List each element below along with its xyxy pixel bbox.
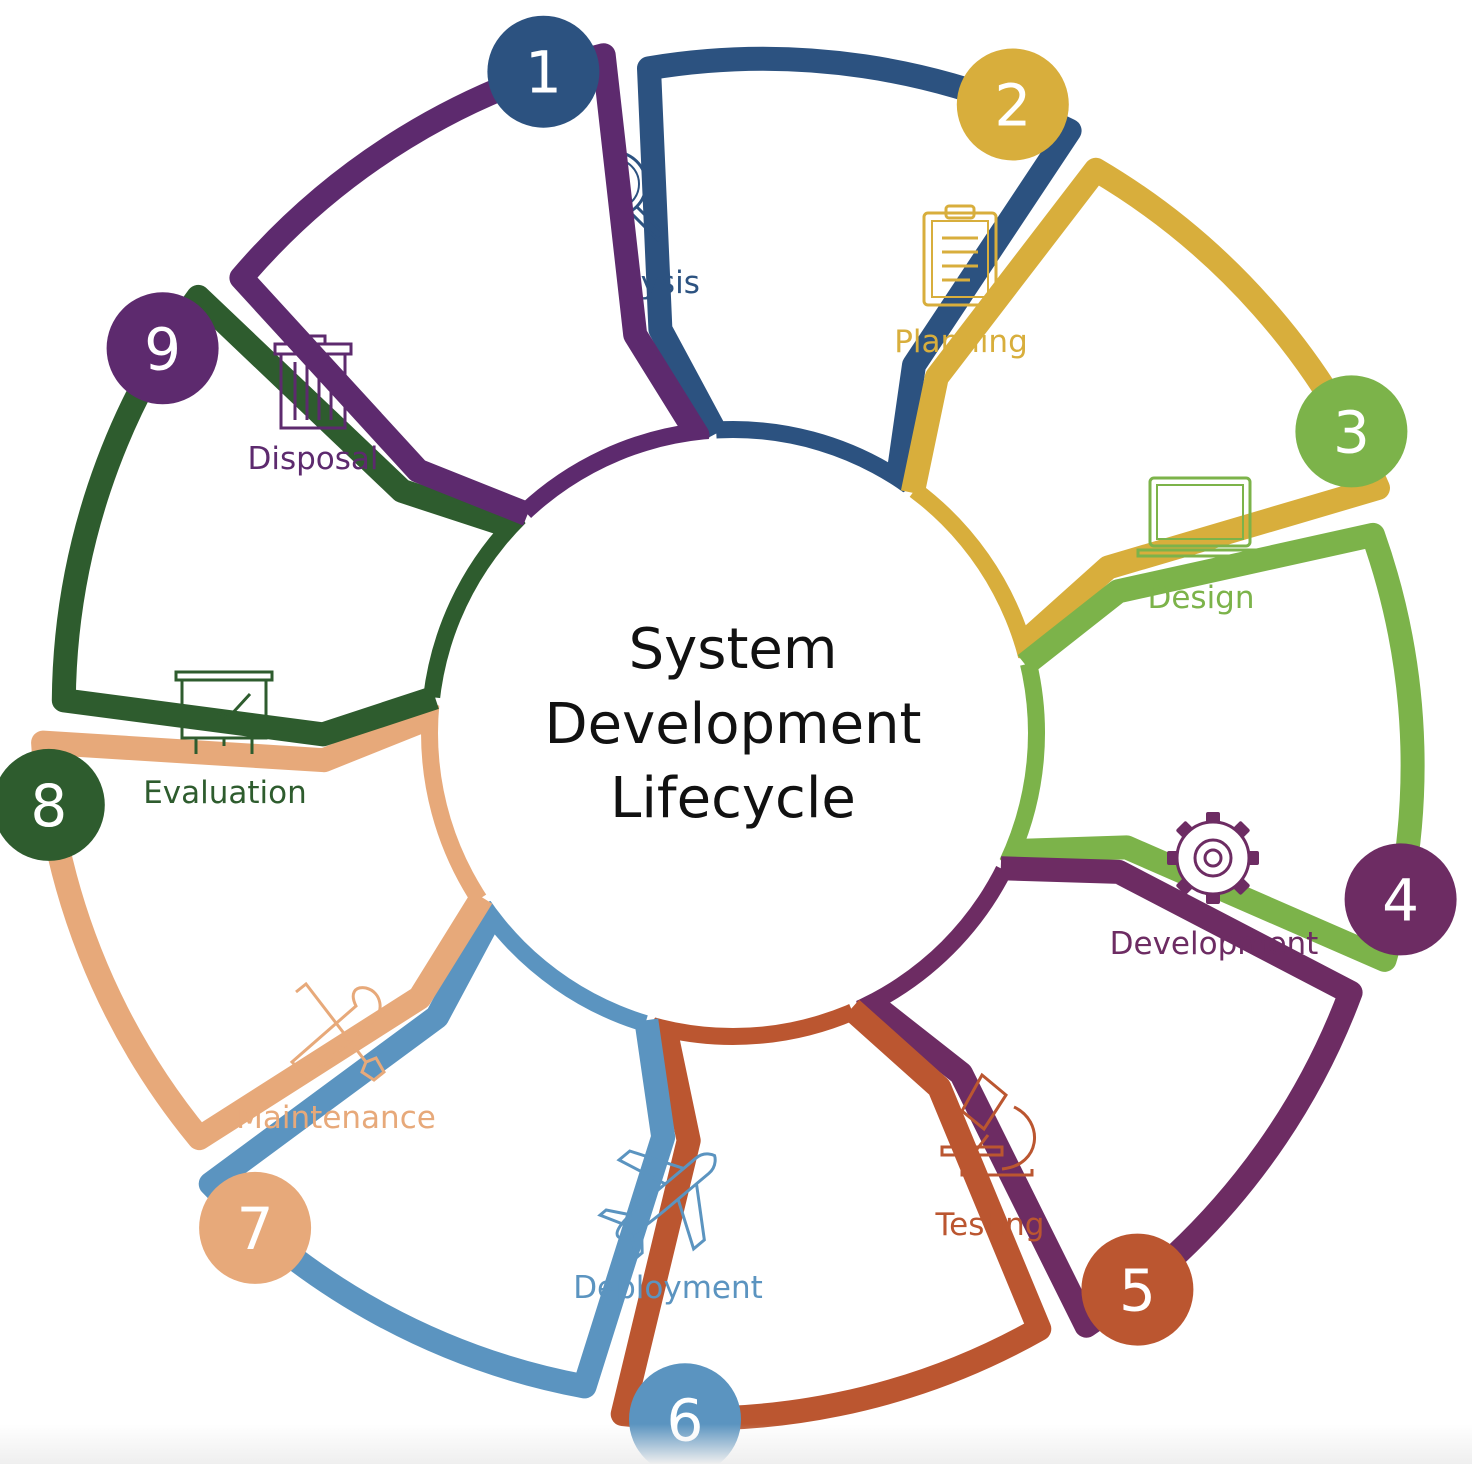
stage-number-3: 3 (1333, 398, 1370, 466)
stage-label-deployment: Deployment (573, 1270, 763, 1306)
laptop-icon (1136, 476, 1264, 558)
center-title-line-1: System (629, 617, 838, 682)
stage-label-disposal: Disposal (247, 441, 378, 477)
stage-badge-4 (1344, 843, 1457, 956)
stage-badge-5 (1081, 1233, 1194, 1346)
stage-number-2: 2 (994, 72, 1031, 140)
stage-number-8: 8 (30, 772, 67, 840)
center-hub: System Development Lifecycle (438, 438, 1028, 1028)
trash-icon (273, 334, 353, 430)
stage-badge-9 (106, 292, 219, 405)
gear-icon (1167, 812, 1259, 904)
center-circle (438, 438, 1028, 1028)
clipboard-icon (922, 204, 998, 307)
stage-number-1: 1 (525, 39, 562, 107)
stage-number-7: 7 (237, 1195, 274, 1263)
stage-badge-8 (0, 748, 105, 861)
airplane-icon (597, 1149, 717, 1261)
stage-number-4: 4 (1382, 866, 1419, 934)
bottom-fade (0, 1424, 1472, 1464)
stage-number-9: 9 (144, 315, 181, 383)
stage-badge-1 (487, 15, 600, 128)
stage-label-planning: Planning (894, 324, 1028, 360)
stage-label-development: Development (1110, 926, 1319, 962)
center-title-line-2: Development (545, 692, 922, 757)
stage-label-evaluation: Evaluation (143, 775, 307, 811)
presentation-chart-icon (174, 670, 274, 754)
stage-badge-3 (1295, 375, 1408, 488)
stage-badge-7 (199, 1171, 312, 1284)
stage-label-testing: Testing (935, 1207, 1045, 1243)
stage-label-maintenance: Maintenance (236, 1100, 436, 1136)
stage-badge-2 (956, 48, 1069, 161)
microscope-icon (940, 1072, 1037, 1177)
stage-number-5: 5 (1119, 1257, 1156, 1325)
stage-label-design: Design (1147, 580, 1254, 616)
stage-segments: Analysis Planning Design Development Tes… (31, 43, 1425, 1431)
tools-icon (289, 981, 386, 1082)
center-title-line-3: Lifecycle (610, 766, 856, 831)
